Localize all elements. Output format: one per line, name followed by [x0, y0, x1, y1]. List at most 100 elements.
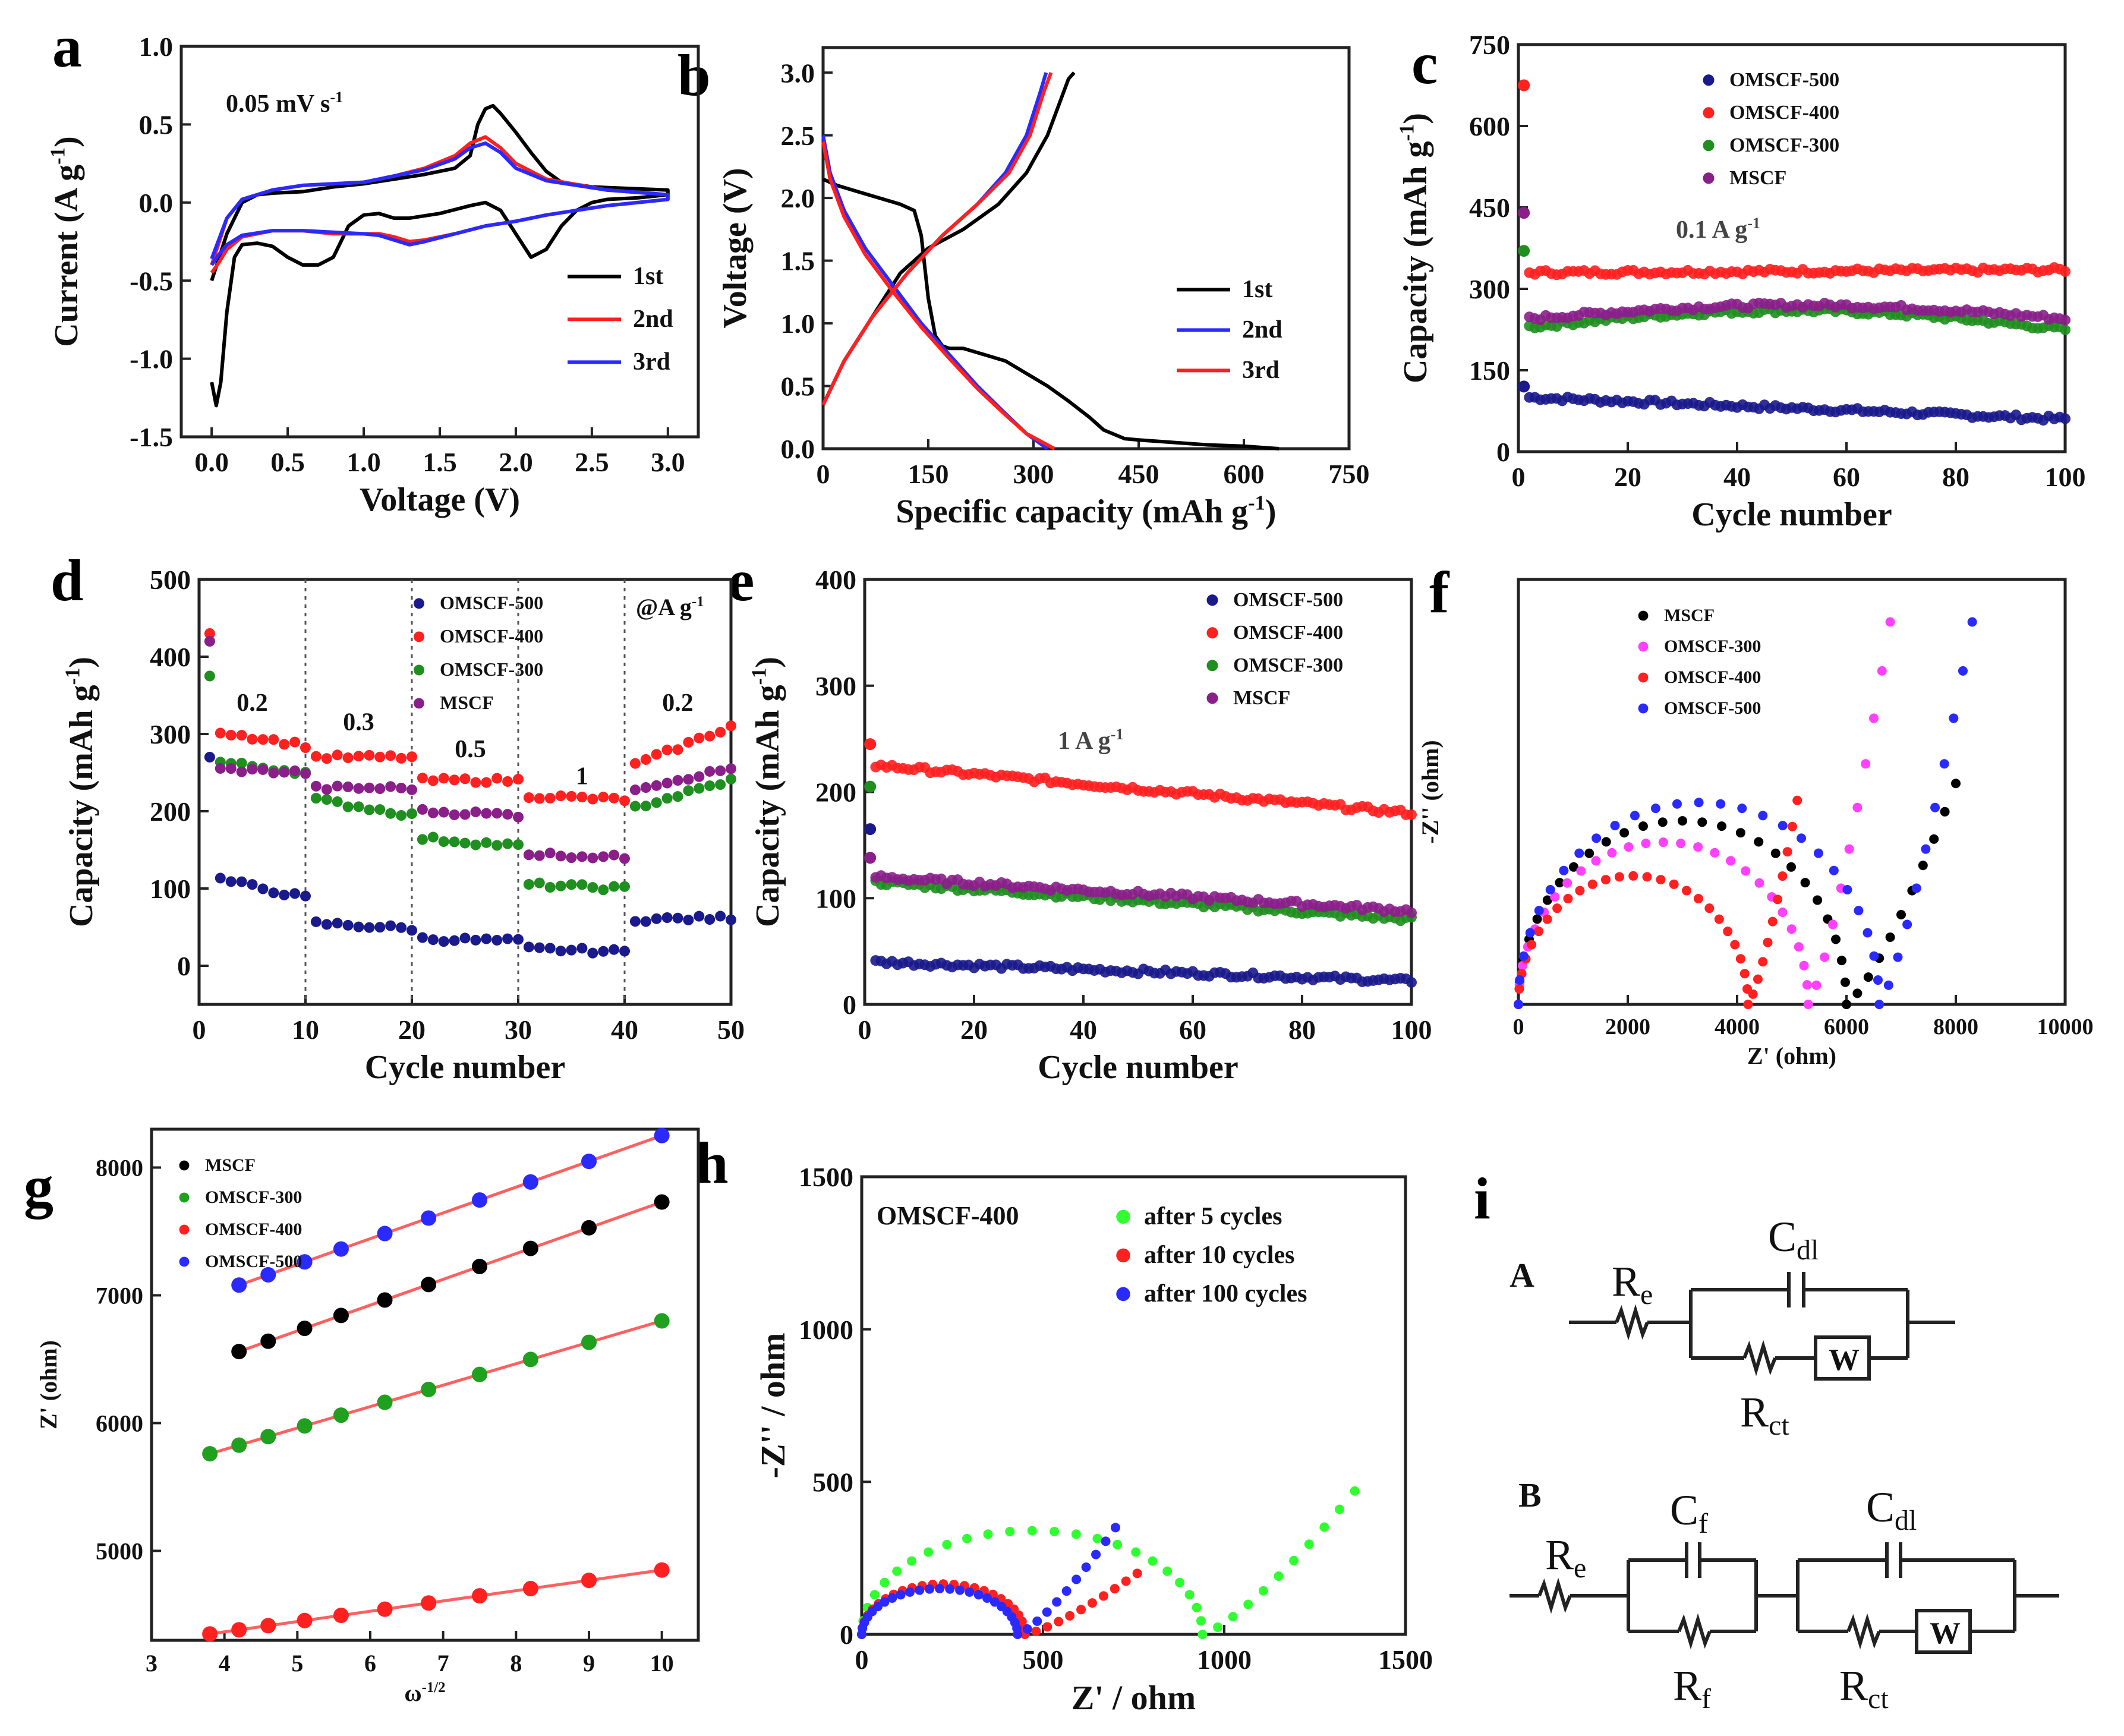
- data-point: [629, 916, 641, 927]
- data-point: [1861, 759, 1871, 769]
- data-point: [1087, 1598, 1097, 1608]
- data-point: [374, 751, 386, 763]
- data-point: [459, 932, 471, 944]
- data-point: [1131, 1547, 1141, 1557]
- panel-f: 0 2000 4000 6000 8000 10000 Z' (ohm) -Z'' (ohm)…: [1417, 578, 2094, 1069]
- x-tick-label-c: 0: [1512, 462, 1526, 492]
- x-axis-label-c-base: Cycle number: [1691, 496, 1892, 533]
- data-point: [1799, 960, 1809, 971]
- rate-title: @A g-1: [636, 594, 704, 620]
- data-point: [470, 777, 481, 788]
- data-point: [1803, 1000, 1813, 1009]
- data-point: [231, 1622, 247, 1638]
- data-point: [268, 767, 279, 779]
- data-point: [321, 919, 332, 930]
- data-point: [481, 933, 492, 944]
- data-point: [534, 793, 545, 804]
- data-point: [1829, 865, 1839, 875]
- data-point: [1575, 886, 1585, 896]
- data-point: [1518, 207, 1530, 219]
- data-point: [661, 777, 673, 789]
- data-point: [544, 943, 556, 954]
- legend-marker: [414, 664, 424, 676]
- data-point: [566, 879, 577, 890]
- data-point: [417, 804, 428, 815]
- current-density-annotation-sup: -1: [1111, 726, 1124, 743]
- data-point: [1650, 804, 1660, 814]
- data-point: [629, 801, 641, 812]
- y-tick-label-d: 300: [150, 719, 191, 749]
- data-point: [906, 1556, 916, 1566]
- current-density-annotation-base: 0.1 A g: [1676, 216, 1747, 244]
- circuit-b-label: B: [1518, 1476, 1542, 1514]
- x-tick-label-g: 5: [291, 1650, 303, 1677]
- x-tick-label-g: 10: [650, 1650, 674, 1677]
- data-point: [1076, 1605, 1086, 1615]
- data-point: [449, 809, 460, 820]
- x-tick-label-d: 10: [292, 1014, 319, 1045]
- data-point: [1656, 875, 1666, 885]
- data-point: [1794, 942, 1804, 952]
- data-point: [321, 794, 332, 805]
- data-point: [609, 881, 620, 892]
- data-point: [576, 792, 588, 803]
- data-point: [523, 849, 534, 861]
- y-axis-label-h-base: -Z'' / ohm: [754, 1333, 792, 1479]
- x-tick-label-e: 40: [1070, 1014, 1097, 1045]
- data-point: [332, 780, 343, 792]
- x-axis-label-e: Cycle number: [1038, 1049, 1239, 1086]
- data-point: [502, 776, 513, 787]
- data-point: [715, 910, 726, 922]
- data-point: [555, 880, 566, 891]
- data-point: [2060, 314, 2071, 326]
- y-tick-label-c: 150: [1469, 355, 1510, 386]
- data-point: [247, 733, 258, 745]
- legend-label: OMSCF-400: [1729, 102, 1839, 124]
- data-point: [215, 872, 226, 884]
- legend-label: OMSCF-300: [1664, 637, 1761, 656]
- data-point: [1111, 1523, 1120, 1533]
- x-tick-label-a: 3.0: [651, 447, 685, 477]
- data-point: [1918, 861, 1928, 871]
- data-point: [1587, 879, 1597, 889]
- data-point: [1741, 866, 1751, 876]
- data-point: [864, 852, 877, 864]
- data-point: [1061, 1586, 1072, 1596]
- y-tick-label-b: 2.0: [781, 183, 815, 213]
- x-tick-label-b: 0: [817, 459, 830, 489]
- series-OMSCF-300: [1514, 617, 1895, 1009]
- y-tick-label-h: 0: [840, 1620, 853, 1650]
- legend-marker: [1638, 672, 1649, 683]
- data-point: [1641, 839, 1651, 849]
- data-point: [1820, 952, 1830, 962]
- y-tick-label-e: 400: [815, 565, 856, 595]
- data-point: [576, 943, 588, 954]
- data-point: [726, 720, 736, 732]
- data-point: [1831, 934, 1841, 944]
- data-point: [1532, 914, 1542, 924]
- data-point: [342, 919, 354, 931]
- x-tick-label-a: 0.5: [270, 447, 305, 477]
- data-point: [982, 1593, 992, 1603]
- data-point: [1568, 862, 1578, 872]
- y-tick-label-a: -0.5: [130, 266, 173, 296]
- data-point: [1874, 1000, 1885, 1009]
- legend-label: MSCF: [1664, 606, 1715, 625]
- data-point: [1811, 980, 1822, 990]
- data-point: [726, 914, 736, 925]
- data-point: [896, 1590, 906, 1600]
- data-point: [1072, 1574, 1082, 1584]
- data-point: [619, 795, 630, 806]
- x-axis-label-g: ω-1/2: [404, 1680, 445, 1706]
- data-point: [279, 739, 290, 750]
- data-point: [1065, 1611, 1075, 1621]
- y-tick-label-d: 400: [150, 642, 191, 672]
- charge-curve-3rd: [821, 72, 1053, 406]
- legend-label: OMSCF-500: [1729, 69, 1839, 91]
- x-tick-label-a: 2.5: [575, 447, 609, 477]
- data-point: [1940, 806, 1950, 817]
- data-point: [715, 779, 726, 790]
- data-point: [2060, 266, 2071, 277]
- legend-marker: [1116, 1248, 1130, 1263]
- x-tick-label-c: 40: [1723, 462, 1751, 492]
